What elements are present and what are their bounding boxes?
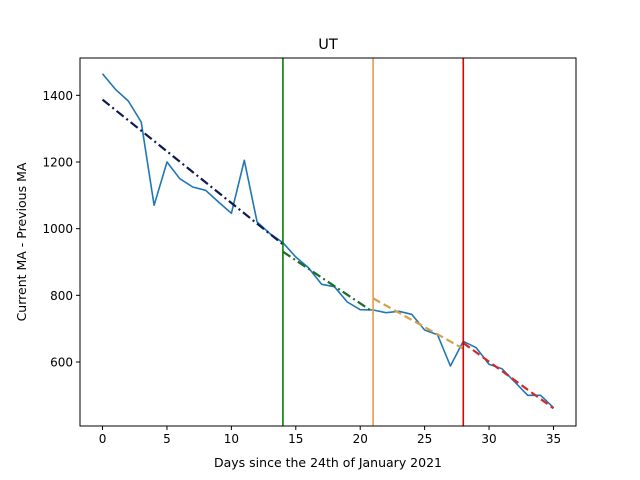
trend-line-4 — [462, 342, 555, 410]
series-line-observed — [101, 73, 555, 409]
trend-line-2 — [282, 250, 374, 313]
y-axis-label: Current MA - Previous MA — [14, 162, 29, 321]
axes-frame — [79, 57, 577, 427]
plot-content — [101, 58, 555, 426]
x-tick-label: 10 — [224, 432, 239, 446]
x-tick-label: 0 — [99, 432, 107, 446]
x-axis-label: Days since the 24th of January 2021 — [214, 455, 442, 470]
plot-area — [101, 58, 555, 426]
x-tick-label: 25 — [417, 432, 432, 446]
trend-line-1 — [101, 98, 284, 246]
x-tick-label: 30 — [481, 432, 496, 446]
y-tick-label: 1000 — [42, 222, 73, 236]
chart-title: UT — [318, 37, 338, 53]
x-tick-label: 20 — [353, 432, 368, 446]
x-tick-label: 15 — [288, 432, 303, 446]
x-axis-ticks: 0 5 10 15 20 25 30 35 — [99, 426, 561, 446]
y-tick-label: 1200 — [42, 156, 73, 170]
x-tick-label: 5 — [163, 432, 171, 446]
trend-line-3 — [372, 297, 464, 350]
x-tick-label: 35 — [546, 432, 561, 446]
y-tick-label: 600 — [50, 356, 73, 370]
y-tick-label: 1400 — [42, 89, 73, 103]
y-axis-ticks: 600 800 1000 1200 1400 — [42, 89, 80, 370]
y-tick-label: 800 — [50, 289, 73, 303]
